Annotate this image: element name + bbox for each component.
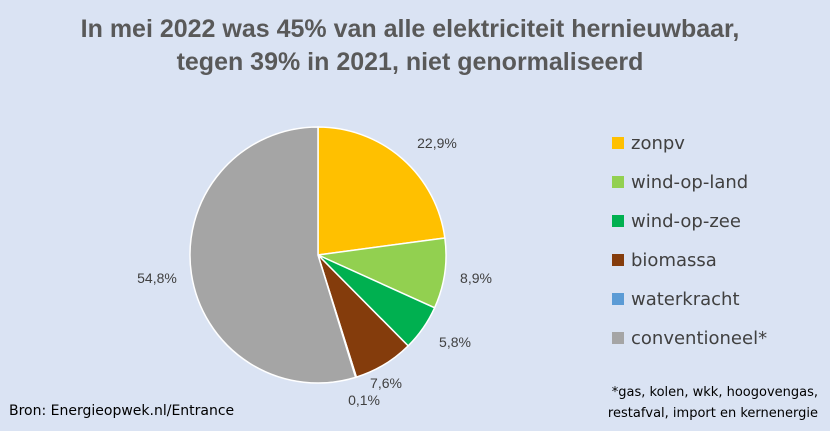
legend-swatch bbox=[612, 176, 624, 188]
legend-label: conventioneel* bbox=[631, 327, 768, 349]
legend-swatch bbox=[612, 137, 624, 149]
legend-swatch bbox=[612, 332, 624, 344]
data-label-conventioneel: 54,8% bbox=[137, 270, 177, 286]
footnote-line-1: *gas, kolen, wkk, hoogovengas, bbox=[611, 385, 818, 400]
legend-label: biomassa bbox=[631, 249, 717, 271]
pie-slice-conventioneel bbox=[189, 126, 357, 384]
legend-item-wind-op-zee: wind-op-zee bbox=[612, 210, 741, 232]
legend-swatch bbox=[612, 254, 624, 266]
data-label-zonpv: 22,9% bbox=[417, 135, 457, 151]
legend-item-biomassa: biomassa bbox=[612, 249, 717, 271]
footnote-line-2: restafval, import en kernenergie bbox=[607, 406, 818, 421]
source-note: Bron: Energieopwek.nl/Entrance bbox=[9, 403, 235, 419]
legend-label: zonpv bbox=[631, 132, 685, 154]
legend-item-zonpv: zonpv bbox=[612, 132, 685, 154]
legend-label: waterkracht bbox=[631, 288, 740, 310]
legend-item-conventioneel: conventioneel* bbox=[612, 327, 768, 349]
data-label-waterkracht: 0,1% bbox=[348, 392, 380, 408]
legend-label: wind-op-zee bbox=[631, 210, 741, 232]
legend-item-wind-op-land: wind-op-land bbox=[612, 171, 749, 193]
chart-title-line-1: In mei 2022 was 45% van alle elektricite… bbox=[80, 15, 740, 43]
chart-title-line-2: tegen 39% in 2021, niet genormaliseerd bbox=[176, 48, 644, 76]
pie-slice-zonpv bbox=[317, 126, 446, 256]
data-label-wind-op-zee: 5,8% bbox=[439, 334, 471, 350]
legend-label: wind-op-land bbox=[631, 171, 749, 193]
data-label-wind-op-land: 8,9% bbox=[460, 270, 492, 286]
legend-swatch bbox=[612, 215, 624, 227]
legend-swatch bbox=[612, 293, 624, 305]
legend-item-waterkracht: waterkracht bbox=[612, 288, 740, 310]
data-label-biomassa: 7,6% bbox=[370, 375, 402, 391]
